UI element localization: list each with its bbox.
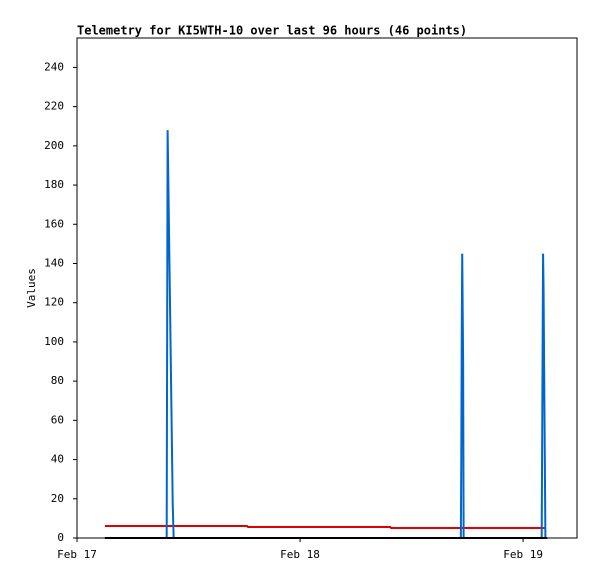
chart-title: Telemetry for KI5WTH-10 over last 96 hou… <box>77 24 467 38</box>
y-tick-label: 200 <box>44 139 64 152</box>
y-tick-label: 140 <box>44 256 64 269</box>
y-tick-label: 60 <box>51 413 64 426</box>
y-tick-label: 180 <box>44 178 64 191</box>
y-tick-label: 100 <box>44 335 64 348</box>
series-line <box>104 130 547 539</box>
x-tick-label: Feb 19 <box>503 548 543 561</box>
y-tick-label: 120 <box>44 296 64 309</box>
plot-frame <box>76 37 578 539</box>
y-tick-label: 20 <box>51 492 64 505</box>
series-line <box>104 525 546 529</box>
y-tick-label: 160 <box>44 217 64 230</box>
x-tick-label: Feb 17 <box>57 548 97 561</box>
y-tick-label: 40 <box>51 453 64 466</box>
x-tick-label: Feb 18 <box>280 548 320 561</box>
y-tick-label: 240 <box>44 60 64 73</box>
y-axis-label: Values <box>25 268 38 308</box>
y-tick-label: 220 <box>44 100 64 113</box>
y-tick-label: 0 <box>57 531 64 544</box>
y-tick-label: 80 <box>51 374 64 387</box>
